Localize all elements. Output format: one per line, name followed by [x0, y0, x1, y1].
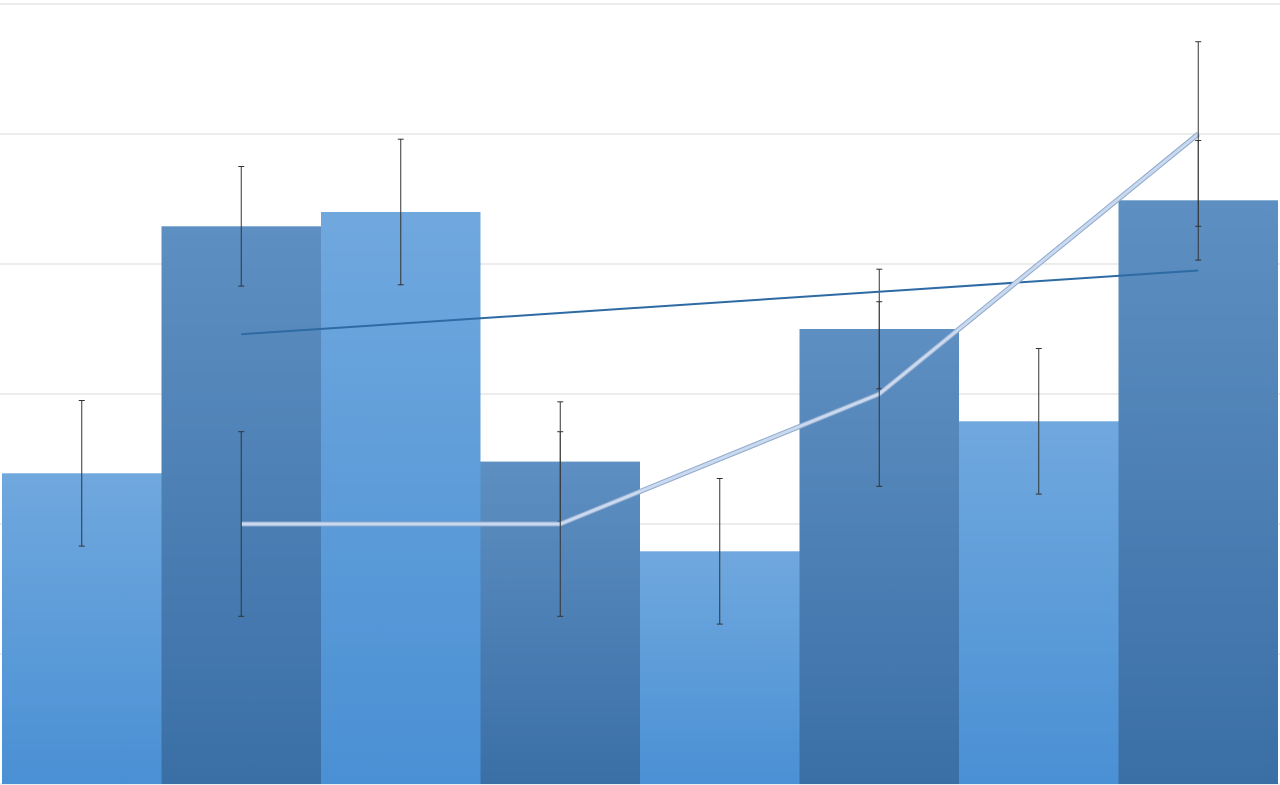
- line-series: [241, 132, 1200, 527]
- line-error-bars: [238, 41, 1202, 617]
- trendline-path: [241, 269, 1199, 336]
- bars: [2, 200, 1278, 785]
- bar: [1118, 200, 1278, 785]
- trendline: [241, 269, 1199, 336]
- line-series-path: [241, 132, 1200, 526]
- bar: [321, 212, 481, 784]
